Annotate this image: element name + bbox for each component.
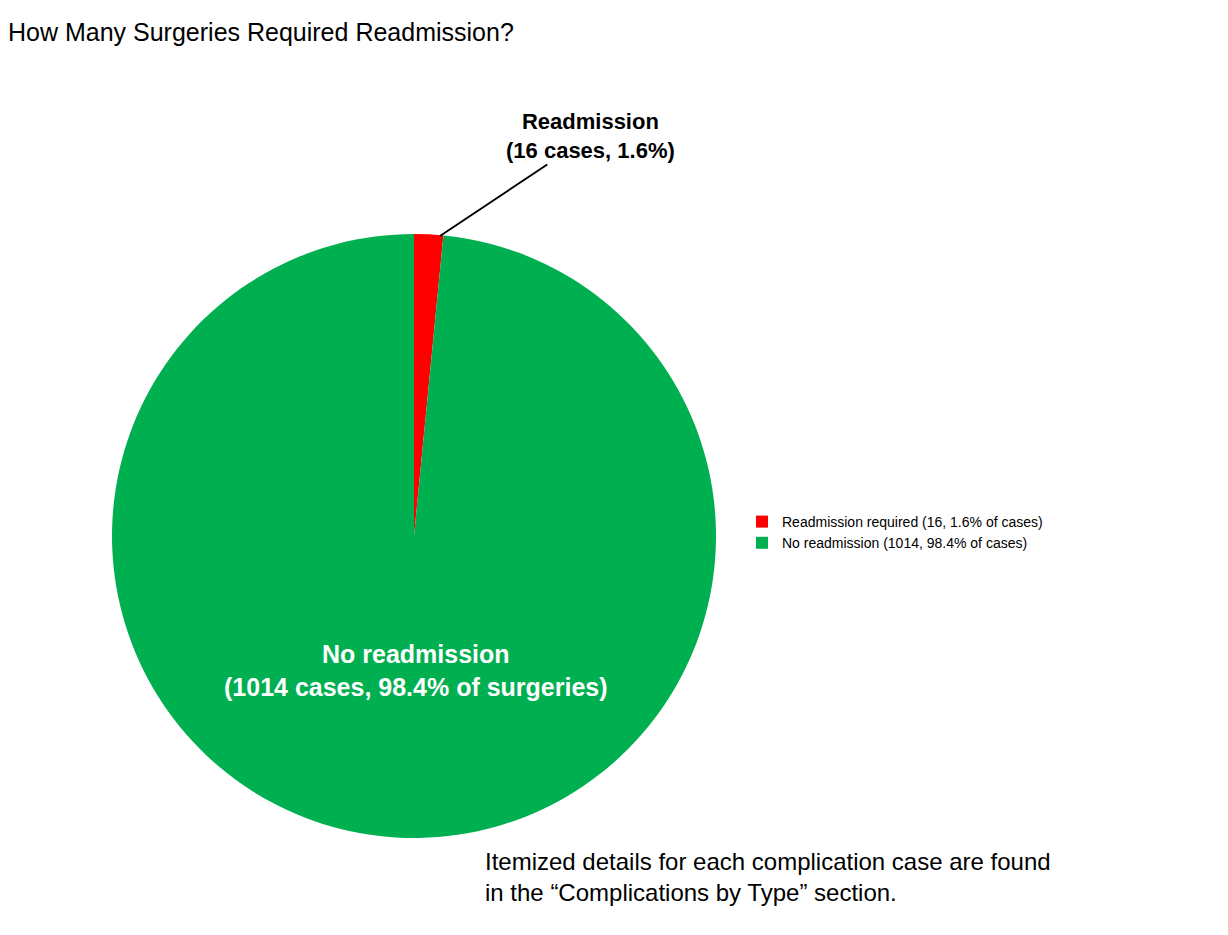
svg-text:No readmission (1014, 98.4% of: No readmission (1014, 98.4% of cases) (782, 535, 1027, 551)
svg-text:No readmission(1014 cases, 98.: No readmission(1014 cases, 98.4% of surg… (224, 640, 608, 701)
svg-text:Readmission required (16, 1.6%: Readmission required (16, 1.6% of cases) (782, 514, 1043, 530)
svg-text:Itemized details for each comp: Itemized details for each complication c… (485, 848, 1051, 906)
svg-text:Readmission(16 cases, 1.6%): Readmission(16 cases, 1.6%) (506, 109, 675, 163)
svg-text:How Many Surgeries Required Re: How Many Surgeries Required Readmission? (8, 18, 514, 46)
